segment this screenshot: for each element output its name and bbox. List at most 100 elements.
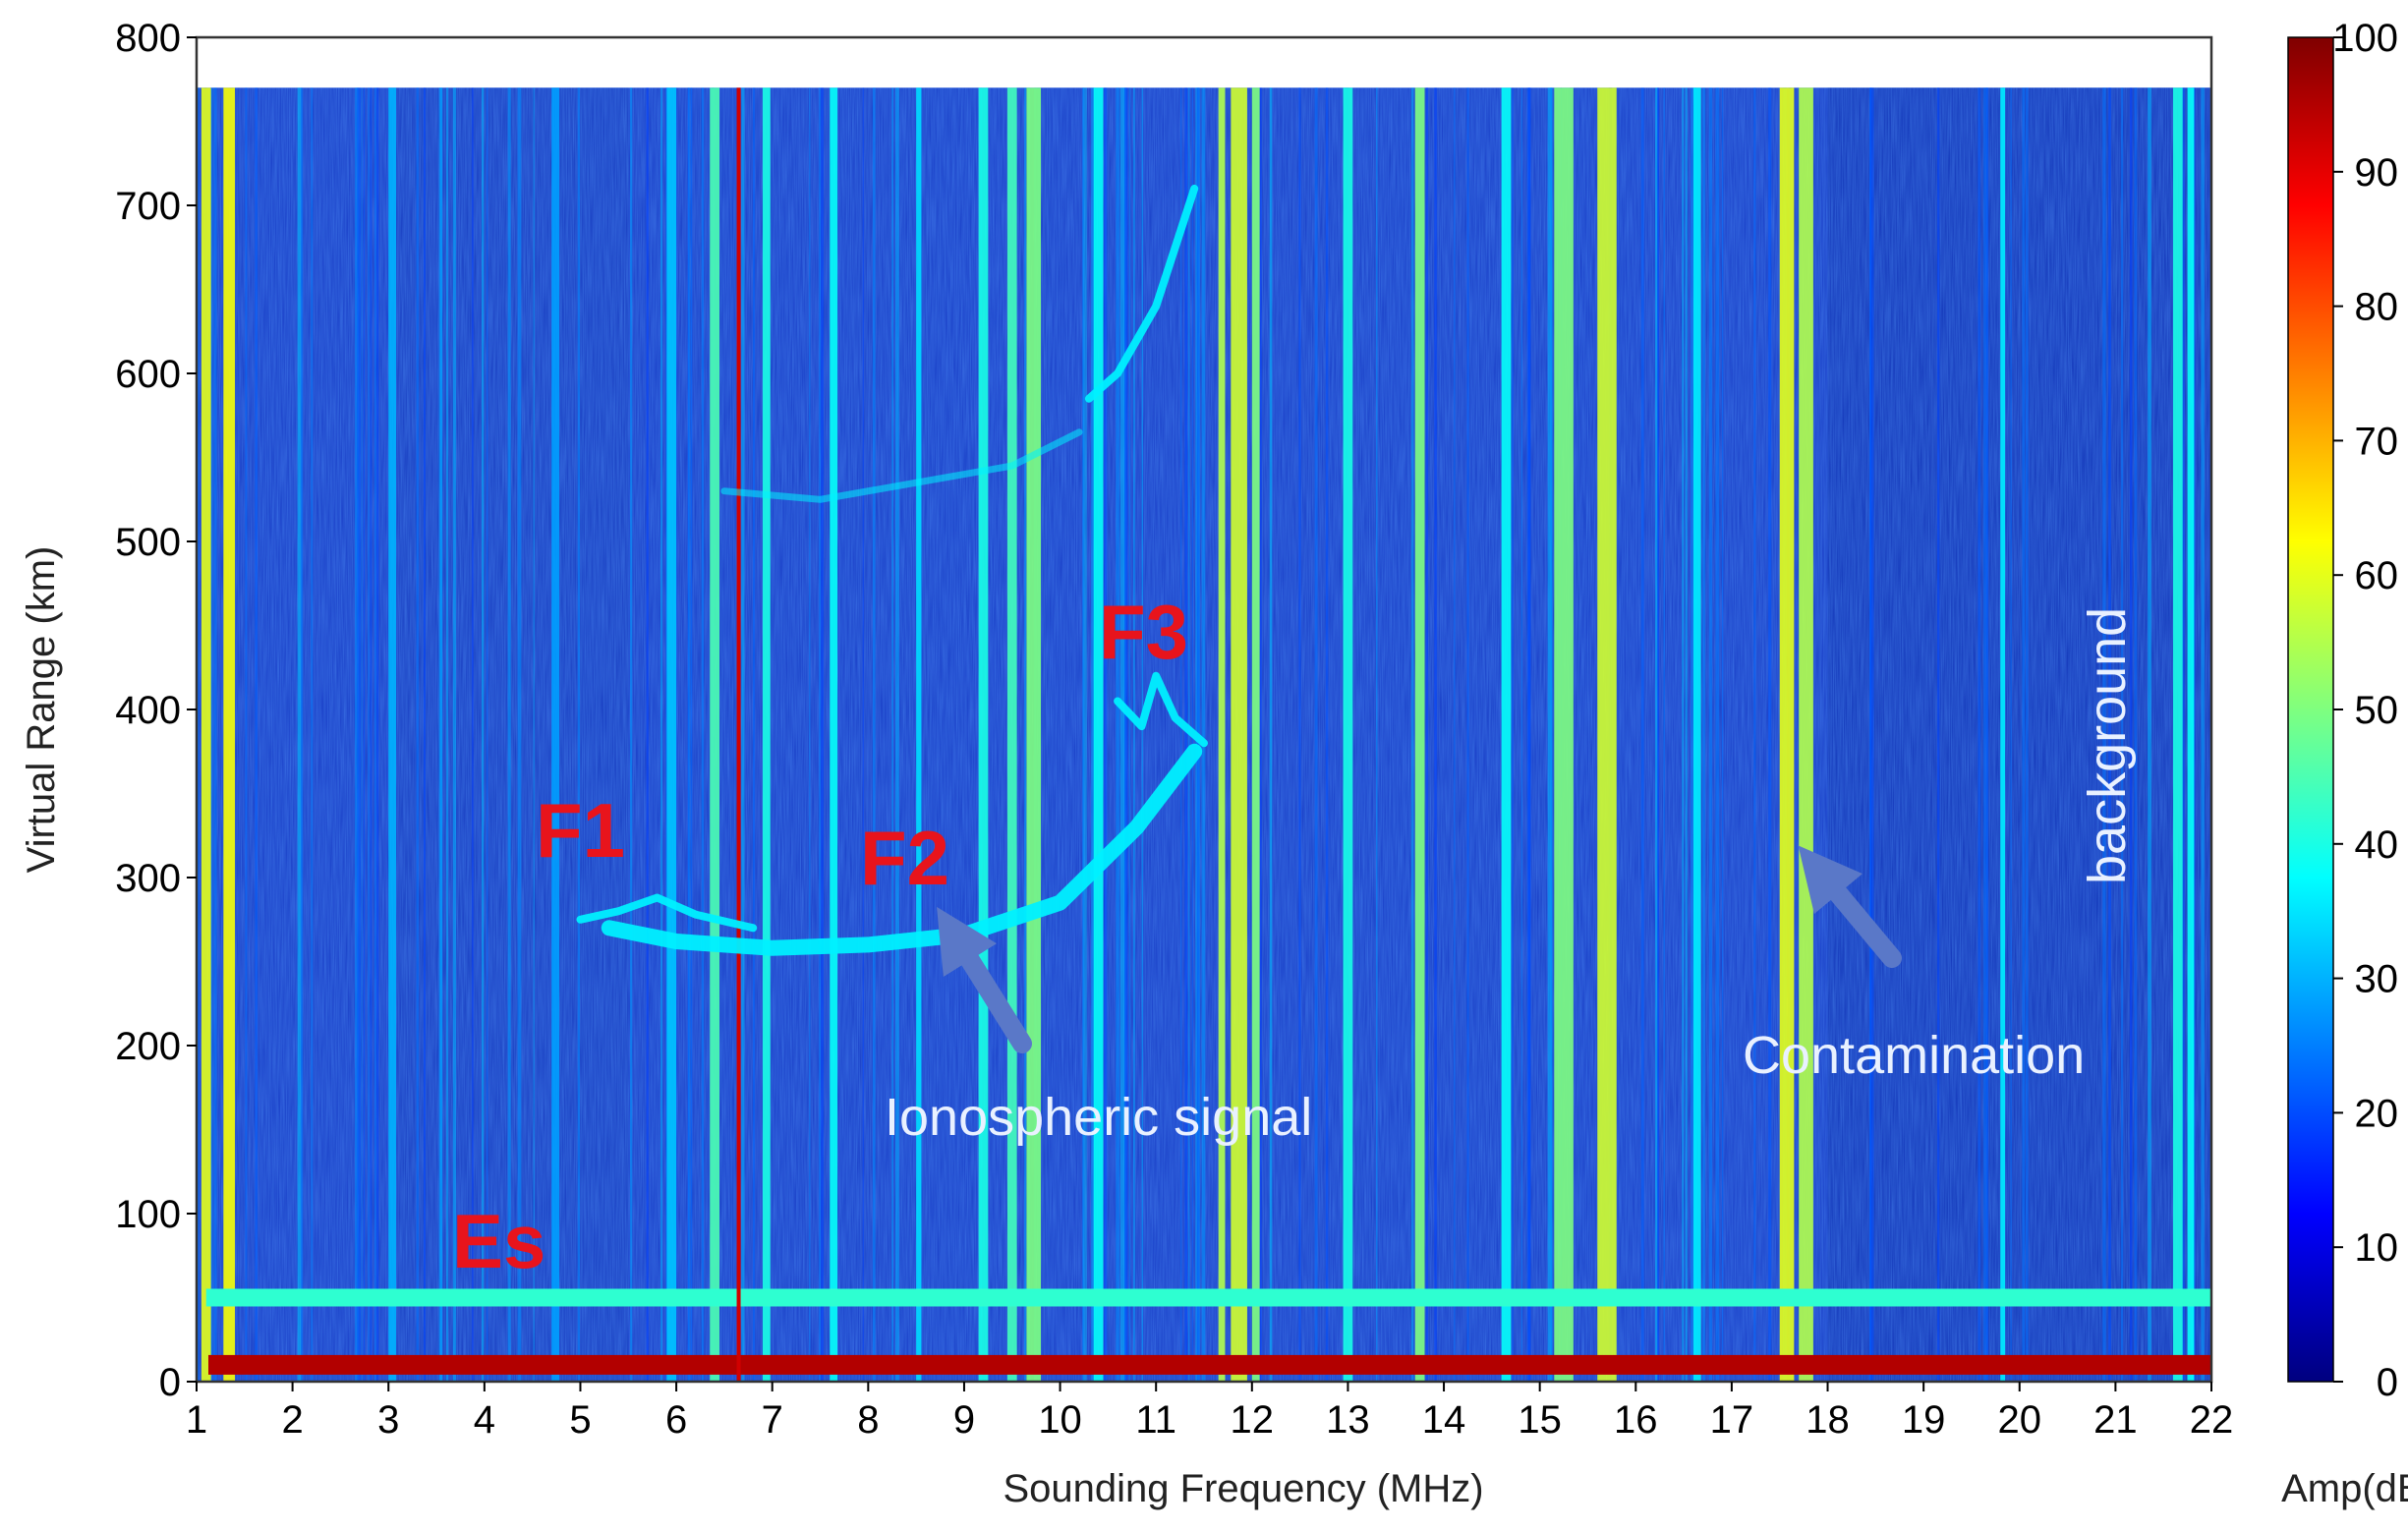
contamination-band xyxy=(1026,87,1042,1382)
background-streak xyxy=(472,87,474,1382)
background-streak xyxy=(2148,87,2151,1382)
label-es: Es xyxy=(452,1198,545,1284)
contamination-band xyxy=(2000,87,2006,1382)
x-tick-label: 14 xyxy=(1422,1398,1466,1442)
contamination-band xyxy=(1251,87,1260,1382)
background-streak xyxy=(445,87,449,1382)
background-streak xyxy=(1141,87,1143,1382)
background-streak xyxy=(1119,87,1124,1382)
contamination-band xyxy=(1692,87,1701,1382)
background-streak xyxy=(1425,87,1428,1382)
arrow-ionospheric xyxy=(937,906,1032,1053)
y-tick-label: 400 xyxy=(115,689,181,732)
contamination-band xyxy=(1799,87,1813,1382)
x-tick-label: 18 xyxy=(1806,1398,1850,1442)
background-streak xyxy=(517,87,522,1382)
background-streak xyxy=(1434,87,1437,1382)
background-streak xyxy=(819,87,821,1382)
x-tick-label: 10 xyxy=(1038,1398,1082,1442)
background-streak xyxy=(1657,87,1659,1382)
contamination-band xyxy=(1093,87,1104,1382)
background-streak xyxy=(1091,87,1095,1382)
y-tick-label: 300 xyxy=(115,857,181,900)
colorbar-tick-label: 20 xyxy=(2355,1092,2399,1135)
background-streak xyxy=(255,87,258,1382)
background-streak xyxy=(1376,87,1378,1382)
background-streak xyxy=(1768,87,1772,1382)
background-streak xyxy=(920,87,923,1382)
x-tick-label: 12 xyxy=(1231,1398,1275,1442)
contamination-band xyxy=(2187,87,2195,1382)
background-streak xyxy=(741,87,745,1382)
ground-band xyxy=(208,1354,2211,1375)
background-streak xyxy=(1715,87,1720,1382)
colorbar-gradient xyxy=(2287,36,2334,1383)
background-streak xyxy=(424,87,426,1382)
background-streak xyxy=(1201,87,1206,1382)
background-streak xyxy=(2010,87,2012,1382)
contamination-band xyxy=(1414,87,1425,1382)
colorbar-tick-label: 80 xyxy=(2355,286,2399,329)
background-streak xyxy=(862,87,864,1382)
background-streak xyxy=(1512,87,1514,1382)
x-tick-label: 9 xyxy=(953,1398,975,1442)
colorbar-tick-label: 60 xyxy=(2355,554,2399,597)
background-streak xyxy=(297,87,302,1382)
background-streak xyxy=(1663,87,1665,1382)
heatmap-layer xyxy=(197,87,2211,1382)
x-tick-label: 19 xyxy=(1902,1398,1946,1442)
background-streak xyxy=(1411,87,1414,1382)
label-f3: F3 xyxy=(1099,589,1188,675)
background-streak xyxy=(1083,87,1085,1382)
background-streak xyxy=(1269,87,1273,1382)
background-streak xyxy=(1682,87,1685,1382)
background-streak xyxy=(363,87,366,1382)
contamination-band xyxy=(1218,87,1226,1382)
y-tick-label: 100 xyxy=(115,1193,181,1236)
colorbar-ticks: 0 10 20 30 40 50 60 70 80 90 100 xyxy=(2332,17,2398,1404)
background-streak xyxy=(1520,87,1522,1382)
label-f2: F2 xyxy=(860,815,949,901)
background-streak xyxy=(660,87,663,1382)
red-vertical-line xyxy=(736,87,741,1382)
background-streak xyxy=(1314,87,1318,1382)
background-streak xyxy=(872,87,876,1382)
background-streak xyxy=(1702,87,1706,1382)
background-streak xyxy=(1708,87,1713,1382)
background-streak xyxy=(245,87,248,1382)
background-streak xyxy=(1454,87,1456,1382)
x-tick-label: 1 xyxy=(186,1398,207,1442)
background-streak xyxy=(357,87,362,1382)
background-streak xyxy=(690,87,693,1382)
background-streak xyxy=(373,87,376,1382)
trace-f3 xyxy=(1114,671,1208,748)
background-streak xyxy=(370,87,373,1382)
background-streak xyxy=(507,87,511,1382)
background-streak xyxy=(688,87,691,1382)
x-tick-label: 6 xyxy=(665,1398,687,1442)
background-streak xyxy=(1259,87,1262,1382)
background-streak xyxy=(1104,87,1108,1382)
background-streak xyxy=(311,87,314,1382)
contamination-band xyxy=(1554,87,1574,1382)
contamination-band xyxy=(388,87,397,1382)
x-tick-label: 8 xyxy=(857,1398,879,1442)
background-streak xyxy=(1184,87,1188,1382)
background-streak xyxy=(1986,87,1989,1382)
y-tick-label: 600 xyxy=(115,353,181,396)
background-streak xyxy=(821,87,824,1382)
x-tick-label: 15 xyxy=(1518,1398,1562,1442)
background-streak xyxy=(355,87,359,1382)
x-tick-label: 4 xyxy=(474,1398,495,1442)
contamination-band xyxy=(1231,87,1247,1382)
background-streak xyxy=(646,87,649,1382)
colorbar-tick-label: 30 xyxy=(2355,958,2399,1001)
contamination-band xyxy=(666,87,677,1382)
y-tick-label: 800 xyxy=(115,17,181,60)
background-streak xyxy=(1085,87,1087,1382)
y-tick-label: 700 xyxy=(115,185,181,228)
trace-f2-echo xyxy=(720,428,1083,503)
background-streak xyxy=(1753,87,1756,1382)
